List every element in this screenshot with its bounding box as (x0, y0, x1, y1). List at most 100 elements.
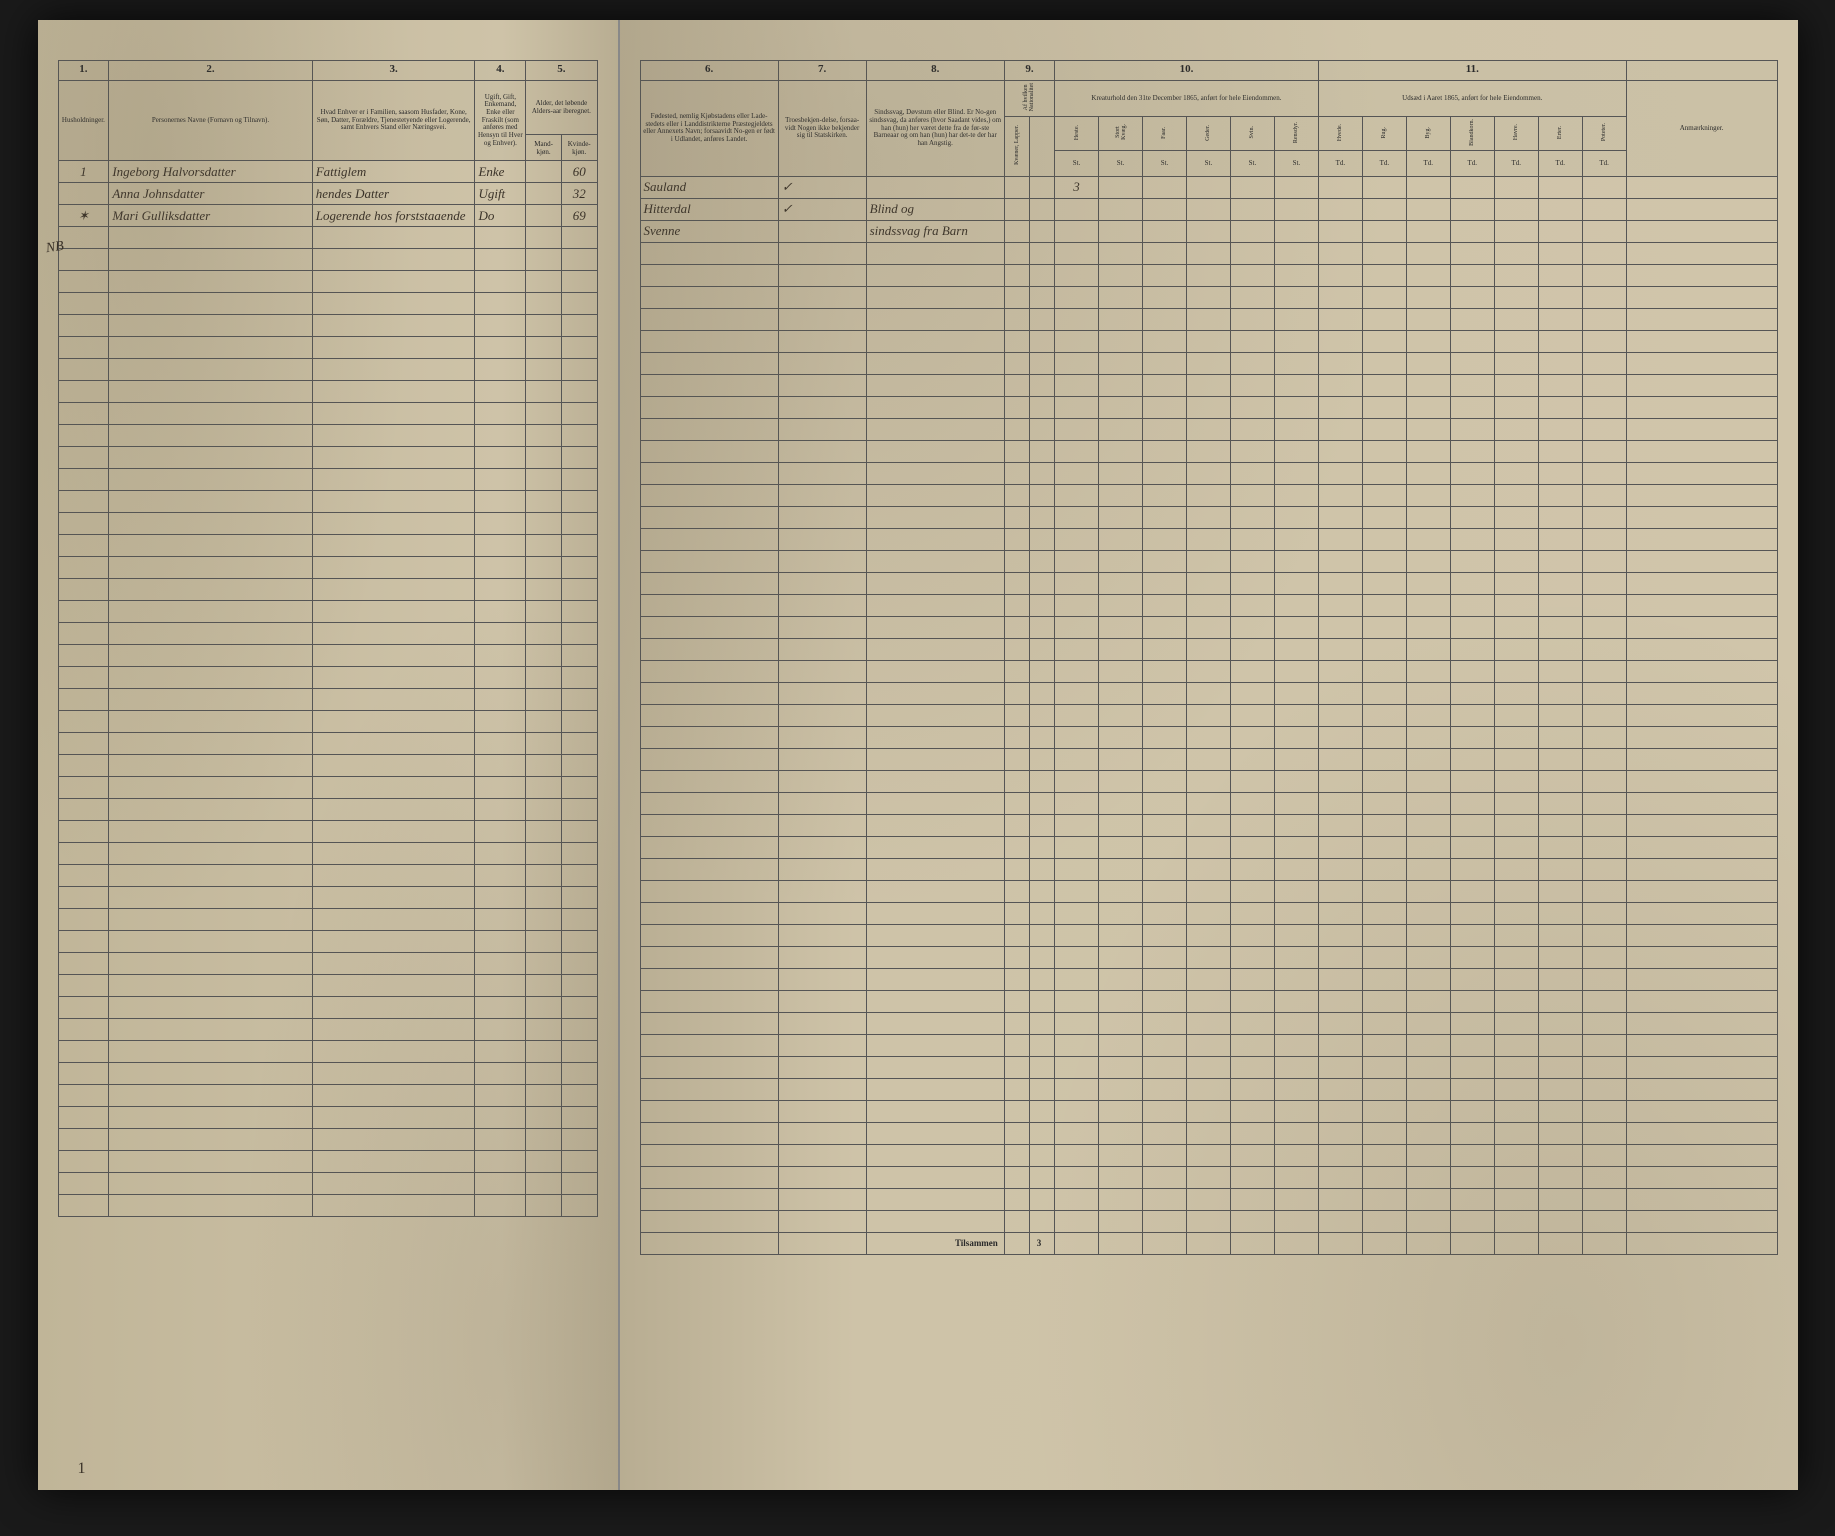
cell (1406, 198, 1450, 220)
cell: hendes Datter (312, 183, 475, 205)
table-row (640, 792, 1777, 814)
col9-sub2 (1029, 117, 1054, 177)
table-row (640, 990, 1777, 1012)
cell: 69 (561, 205, 597, 227)
footer-label: Tilsammen (866, 1232, 1004, 1254)
table-row (58, 645, 597, 667)
c10s1: Stort Kvæg. (1099, 117, 1143, 151)
cell (1186, 176, 1230, 198)
cell: ✶ (58, 205, 109, 227)
col10-num: 10. (1055, 61, 1319, 81)
cell (1626, 220, 1777, 242)
cell (1099, 176, 1143, 198)
table-row (58, 601, 597, 623)
table-row (58, 1195, 597, 1217)
col7-header: Troesbekjen-delse, forsaa-vidt Nogen ikk… (778, 81, 866, 177)
table-row (58, 491, 597, 513)
unit-td-3: Td. (1406, 150, 1450, 176)
col2-num: 2. (109, 61, 312, 81)
table-row (58, 733, 597, 755)
table-row (640, 1056, 1777, 1078)
table-row (640, 528, 1777, 550)
table-row: Hitterdal✓Blind og (640, 198, 1777, 220)
cell: Blind og (866, 198, 1004, 220)
table-row (58, 381, 597, 403)
footer-sum: 3 (1029, 1232, 1054, 1254)
col11-header: Udsæd i Aaret 1865, anført for hele Eien… (1318, 81, 1626, 117)
col3-header: Hvad Enhver er i Familien, saasom Husfad… (312, 81, 475, 161)
table-row (58, 469, 597, 491)
census-ledger-spread: NB 1. 2. 3. 4. 5. Husholdninger. Persone… (38, 20, 1798, 1490)
right-table: 6. 7. 8. 9. 10. 11. Fødested, nemlig Kjø… (640, 60, 1778, 1255)
cell (58, 183, 109, 205)
col10-header: Kreaturhold den 31te December 1865, anfø… (1055, 81, 1319, 117)
table-row (58, 293, 597, 315)
cell (1362, 198, 1406, 220)
cell: 60 (561, 161, 597, 183)
table-row (640, 924, 1777, 946)
cell: sindssvag fra Barn (866, 220, 1004, 242)
unit-st-6: St. (1274, 150, 1318, 176)
unit-st-3: St. (1143, 150, 1187, 176)
table-row: Svenne sindssvag fra Barn (640, 220, 1777, 242)
col6-header: Fødested, nemlig Kjøbstadens eller Lade-… (640, 81, 778, 177)
unit-td-4: Td. (1450, 150, 1494, 176)
table-row (58, 1063, 597, 1085)
cell: Do (475, 205, 526, 227)
table-row: Sauland✓3 (640, 176, 1777, 198)
table-row (640, 858, 1777, 880)
table-row (58, 953, 597, 975)
cell (1538, 176, 1582, 198)
cell: Mari Gulliksdatter (109, 205, 312, 227)
cell: Hitterdal (640, 198, 778, 220)
cell (1029, 176, 1054, 198)
cell: Svenne (640, 220, 778, 242)
cell (1143, 176, 1187, 198)
col1-num: 1. (58, 61, 109, 81)
col8-num: 8. (866, 61, 1004, 81)
table-row (58, 1019, 597, 1041)
table-row (640, 572, 1777, 594)
left-page-number: 1 (78, 1460, 86, 1478)
c11s3: Blandkorn. (1450, 117, 1494, 151)
cell: Sauland (640, 176, 778, 198)
cell: Anna Johnsdatter (109, 183, 312, 205)
table-row (640, 704, 1777, 726)
table-row (58, 337, 597, 359)
table-row (640, 264, 1777, 286)
table-row (58, 271, 597, 293)
table-row (58, 1085, 597, 1107)
cell (1004, 198, 1029, 220)
table-row (640, 1210, 1777, 1232)
table-row (640, 1166, 1777, 1188)
c11s6: Poteter. (1582, 117, 1626, 151)
table-row (640, 902, 1777, 924)
col3-num: 3. (312, 61, 475, 81)
table-row (640, 1034, 1777, 1056)
col1-header: Husholdninger. (58, 81, 109, 161)
table-row: Anna Johnsdatterhendes DatterUgift32 (58, 183, 597, 205)
table-row (58, 1129, 597, 1151)
margin-note: NB (44, 239, 64, 257)
cell (1004, 176, 1029, 198)
c10s3: Geder. (1186, 117, 1230, 151)
table-row (58, 557, 597, 579)
table-row (58, 1041, 597, 1063)
cell (1494, 220, 1538, 242)
cell (1450, 198, 1494, 220)
table-row (640, 1078, 1777, 1100)
col5-header: Alder, det løbende Alders-aar iberegnet. (526, 81, 597, 135)
table-row (58, 579, 597, 601)
table-row (58, 865, 597, 887)
table-row (640, 1100, 1777, 1122)
cell (1406, 176, 1450, 198)
col4-header: Ugift, Gift, Enkemand, Enke eller Fraski… (475, 81, 526, 161)
cell (1099, 220, 1143, 242)
table-row (640, 726, 1777, 748)
cell (1318, 220, 1362, 242)
col5-num: 5. (526, 61, 597, 81)
table-row (640, 242, 1777, 264)
table-row (58, 931, 597, 953)
cell (1230, 220, 1274, 242)
table-row (640, 946, 1777, 968)
